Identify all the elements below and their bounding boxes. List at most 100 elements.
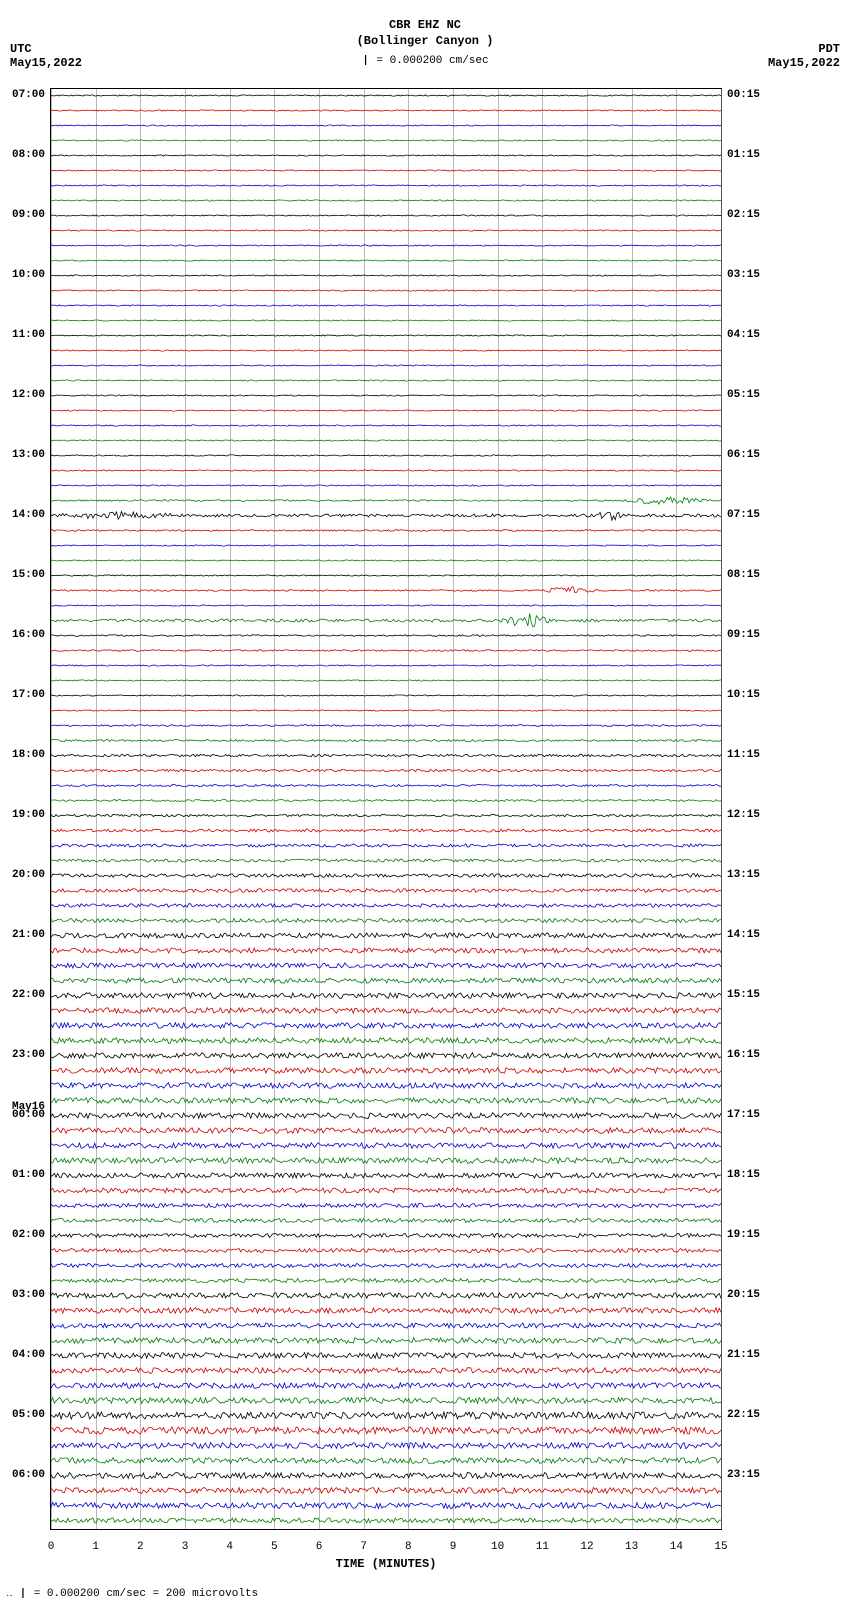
trace-waveform <box>51 958 721 973</box>
trace-row <box>51 523 721 538</box>
trace-row: 02:0019:15 <box>51 1228 721 1243</box>
trace-row <box>51 1138 721 1153</box>
trace-waveform <box>51 1288 721 1303</box>
right-time-label: 08:15 <box>721 569 760 581</box>
trace-waveform <box>51 703 721 718</box>
trace-row <box>51 793 721 808</box>
trace-row: 14:0007:15 <box>51 508 721 523</box>
trace-row: 17:0010:15 <box>51 688 721 703</box>
trace-row <box>51 1123 721 1138</box>
trace-row <box>51 958 721 973</box>
trace-row <box>51 253 721 268</box>
trace-waveform <box>51 763 721 778</box>
trace-waveform <box>51 343 721 358</box>
trace-row <box>51 703 721 718</box>
trace-row: 15:0008:15 <box>51 568 721 583</box>
trace-waveform <box>51 1168 721 1183</box>
trace-row: 09:0002:15 <box>51 208 721 223</box>
trace-waveform <box>51 1093 721 1108</box>
trace-row <box>51 1063 721 1078</box>
x-axis-label: TIME (MINUTES) <box>336 1557 437 1571</box>
trace-waveform <box>51 928 721 943</box>
trace-row <box>51 163 721 178</box>
trace-row <box>51 358 721 373</box>
trace-waveform <box>51 688 721 703</box>
trace-waveform <box>51 1153 721 1168</box>
trace-row <box>51 1003 721 1018</box>
trace-waveform <box>51 478 721 493</box>
trace-waveform <box>51 1513 721 1528</box>
trace-waveform <box>51 1393 721 1408</box>
trace-row: 18:0011:15 <box>51 748 721 763</box>
trace-row <box>51 223 721 238</box>
trace-waveform <box>51 223 721 238</box>
trace-waveform <box>51 913 721 928</box>
trace-row <box>51 658 721 673</box>
right-time-label: 04:15 <box>721 329 760 341</box>
trace-row <box>51 1078 721 1093</box>
left-time-label: 17:00 <box>12 689 51 701</box>
trace-row <box>51 763 721 778</box>
trace-waveform <box>51 103 721 118</box>
trace-waveform <box>51 1318 721 1333</box>
left-time-label: 10:00 <box>12 269 51 281</box>
trace-row: 12:0005:15 <box>51 388 721 403</box>
trace-waveform <box>51 268 721 283</box>
trace-row <box>51 643 721 658</box>
trace-row <box>51 1273 721 1288</box>
trace-row: 19:0012:15 <box>51 808 721 823</box>
trace-row <box>51 598 721 613</box>
trace-row <box>51 1363 721 1378</box>
trace-row <box>51 343 721 358</box>
trace-waveform <box>51 208 721 223</box>
trace-waveform <box>51 1258 721 1273</box>
trace-waveform <box>51 1213 721 1228</box>
trace-row: 00:00May1617:15 <box>51 1108 721 1123</box>
trace-row <box>51 313 721 328</box>
left-tz-label: UTC <box>10 42 82 56</box>
trace-row: 08:0001:15 <box>51 148 721 163</box>
x-tick: 2 <box>137 1541 144 1553</box>
left-time-label: 15:00 <box>12 569 51 581</box>
trace-row <box>51 1243 721 1258</box>
right-time-label: 09:15 <box>721 629 760 641</box>
right-time-label: 23:15 <box>721 1469 760 1481</box>
right-time-label: 02:15 <box>721 209 760 221</box>
right-tz-date: May15,2022 <box>768 56 840 70</box>
trace-waveform <box>51 988 721 1003</box>
right-time-label: 03:15 <box>721 269 760 281</box>
trace-waveform <box>51 163 721 178</box>
header: CBR EHZ NC (Bollinger Canyon ) <box>0 0 850 48</box>
trace-waveform <box>51 1033 721 1048</box>
trace-waveform <box>51 523 721 538</box>
trace-waveform <box>51 718 721 733</box>
x-tick: 13 <box>625 1541 638 1553</box>
trace-row <box>51 1153 721 1168</box>
left-tz-date: May15,2022 <box>10 56 82 70</box>
right-time-label: 00:15 <box>721 89 760 101</box>
trace-waveform <box>51 613 721 628</box>
trace-waveform <box>51 1303 721 1318</box>
x-tick: 1 <box>92 1541 99 1553</box>
trace-row <box>51 553 721 568</box>
trace-waveform <box>51 1348 721 1363</box>
trace-row: 16:0009:15 <box>51 628 721 643</box>
trace-waveform <box>51 1438 721 1453</box>
trace-waveform <box>51 238 721 253</box>
trace-row <box>51 1018 721 1033</box>
trace-waveform <box>51 1018 721 1033</box>
trace-row <box>51 1438 721 1453</box>
left-time-label: 07:00 <box>12 89 51 101</box>
trace-waveform <box>51 673 721 688</box>
right-time-label: 19:15 <box>721 1229 760 1241</box>
trace-waveform <box>51 1138 721 1153</box>
left-time-label: 12:00 <box>12 389 51 401</box>
seismogram-container: CBR EHZ NC (Bollinger Canyon ) ǀ = 0.000… <box>0 0 850 1613</box>
left-time-label: 06:00 <box>12 1469 51 1481</box>
trace-row <box>51 1198 721 1213</box>
trace-row <box>51 733 721 748</box>
trace-row: 07:0000:15 <box>51 88 721 103</box>
x-tick: 10 <box>491 1541 504 1553</box>
x-tick: 0 <box>48 1541 55 1553</box>
x-tick: 3 <box>182 1541 189 1553</box>
